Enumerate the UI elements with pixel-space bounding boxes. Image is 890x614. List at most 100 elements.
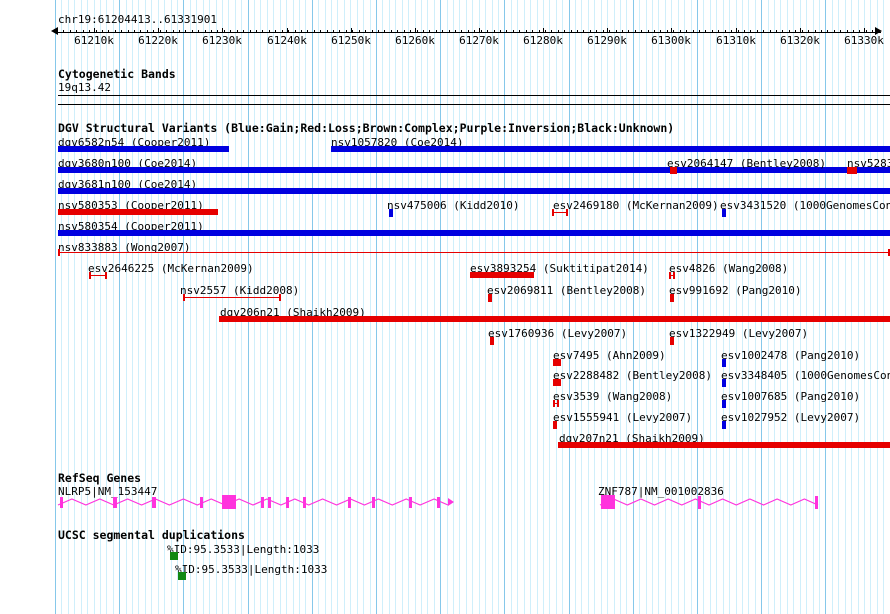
dgv-feature-bar[interactable] <box>331 146 890 152</box>
dgv-feature-label[interactable]: esv3431520 (1000GenomesConso <box>720 199 890 212</box>
dgv-feature-label[interactable]: esv2064147 (Bentley2008) <box>667 157 826 170</box>
refseq-exon[interactable] <box>60 496 63 508</box>
dgv-feature-block[interactable] <box>553 359 561 366</box>
dgv-feature-label[interactable]: dgv6582n54 (Cooper2011) <box>58 136 211 149</box>
dgv-feature-label[interactable]: dgv3680n100 (Coe2014) <box>58 157 198 170</box>
dgv-feature-label[interactable]: esv1322949 (Levy2007) <box>669 327 809 340</box>
ruler-axis <box>57 32 881 33</box>
dgv-feature-span-cap-left <box>669 272 671 279</box>
ruler-tick-label: 61290k <box>587 34 627 47</box>
dgv-feature-label[interactable]: dgv207n21 (Shaikh2009) <box>559 432 705 445</box>
dgv-feature-label[interactable]: esv991692 (Pang2010) <box>669 284 802 297</box>
segdup-block[interactable] <box>178 572 186 580</box>
dgv-feature-label[interactable]: esv1007685 (Pang2010) <box>721 390 861 403</box>
dgv-feature-span-cap-right <box>673 272 675 279</box>
dgv-feature-label[interactable]: esv3348405 (1000GenomesConso <box>721 369 890 382</box>
dgv-feature-bar[interactable] <box>58 188 890 194</box>
dgv-feature-label[interactable]: nsv5283 <box>847 157 890 170</box>
dgv-feature-block[interactable] <box>722 421 726 429</box>
refseq-exon[interactable] <box>437 496 440 508</box>
dgv-feature-label[interactable]: esv2469180 (McKernan2009) <box>553 199 719 212</box>
dgv-feature-label[interactable]: esv1555941 (Levy2007) <box>553 411 693 424</box>
dgv-feature-label[interactable]: dgv206n21 (Shaikh2009) <box>220 306 366 319</box>
refseq-exon[interactable] <box>409 496 412 508</box>
dgv-feature-label[interactable]: nsv580354 (Cooper2011) <box>58 220 204 233</box>
dgv-feature-block[interactable] <box>670 337 674 345</box>
refseq-exon[interactable] <box>152 496 156 508</box>
dgv-feature-block[interactable] <box>389 209 393 217</box>
dgv-feature-block[interactable] <box>722 379 726 387</box>
refseq-exon[interactable] <box>268 496 271 508</box>
dgv-feature-span[interactable] <box>89 275 107 276</box>
track-title-cytoband: Cytogenetic Bands <box>58 67 176 81</box>
refseq-exon[interactable] <box>113 496 117 508</box>
cytoband-separator <box>58 104 890 105</box>
dgv-feature-block[interactable] <box>722 400 726 408</box>
dgv-feature-label[interactable]: esv3539 (Wang2008) <box>553 390 673 403</box>
dgv-feature-span[interactable] <box>552 212 568 213</box>
dgv-feature-label[interactable]: esv3893254 (Suktitipat2014) <box>470 262 649 275</box>
dgv-feature-block[interactable] <box>553 421 557 429</box>
dgv-feature-span-cap-left <box>183 294 185 301</box>
dgv-feature-bar[interactable] <box>58 209 218 215</box>
dgv-feature-label[interactable]: esv1760936 (Levy2007) <box>488 327 628 340</box>
segdup-block[interactable] <box>170 552 178 560</box>
refseq-exon[interactable] <box>601 495 615 509</box>
dgv-feature-block[interactable] <box>670 294 674 302</box>
dgv-feature-span[interactable] <box>669 275 675 276</box>
dgv-feature-bar[interactable] <box>58 167 890 173</box>
dgv-feature-block[interactable] <box>722 209 726 217</box>
dgv-feature-bar[interactable] <box>58 146 229 152</box>
dgv-feature-label[interactable]: esv4826 (Wang2008) <box>669 262 789 275</box>
dgv-feature-label[interactable]: nsv475006 (Kidd2010) <box>387 199 520 212</box>
refseq-exon[interactable] <box>815 495 818 509</box>
dgv-feature-block[interactable] <box>847 167 857 174</box>
dgv-feature-label[interactable]: nsv1057820 (Coe2014) <box>331 136 464 149</box>
dgv-feature-label[interactable]: dgv3681n100 (Coe2014) <box>58 178 198 191</box>
refseq-exon[interactable] <box>222 495 236 509</box>
dgv-feature-label[interactable]: esv2646225 (McKernan2009) <box>88 262 254 275</box>
refseq-exon[interactable] <box>200 496 203 508</box>
dgv-feature-block[interactable] <box>670 167 677 174</box>
dgv-feature-bar[interactable] <box>219 316 890 322</box>
dgv-feature-label[interactable]: nsv2557 (Kidd2008) <box>180 284 300 297</box>
track-title-segdup: UCSC segmental duplications <box>58 528 245 542</box>
dgv-feature-label[interactable]: esv2069811 (Bentley2008) <box>487 284 646 297</box>
refseq-exon[interactable] <box>372 496 375 508</box>
dgv-feature-label[interactable]: nsv580353 (Cooper2011) <box>58 199 204 212</box>
dgv-feature-label[interactable]: esv1027952 (Levy2007) <box>721 411 861 424</box>
dgv-feature-block[interactable] <box>722 359 726 367</box>
refseq-exon[interactable] <box>286 496 289 508</box>
dgv-feature-block[interactable] <box>490 337 494 345</box>
refseq-exon[interactable] <box>261 496 264 508</box>
segdup-label[interactable]: %ID:95.3533|Length:1033 <box>167 543 320 556</box>
refseq-gene-label[interactable]: ZNF787|NM_001002836 <box>598 485 724 498</box>
dgv-feature-label[interactable]: esv1002478 (Pang2010) <box>721 349 861 362</box>
dgv-feature-bar[interactable] <box>470 272 534 278</box>
dgv-feature-bar[interactable] <box>58 230 890 236</box>
dgv-feature-span-cap-right <box>105 272 107 279</box>
dgv-feature-span[interactable] <box>58 252 890 253</box>
refseq-exon[interactable] <box>348 496 351 508</box>
ruler-tick-label: 61320k <box>780 34 820 47</box>
dgv-feature-bar[interactable] <box>558 442 890 448</box>
refseq-gene-label[interactable]: NLRP5|NM_153447 <box>58 485 158 498</box>
dgv-feature-label[interactable]: nsv833883 (Wong2007) <box>58 241 191 254</box>
dgv-feature-span-cap-right <box>888 249 890 256</box>
segdup-label[interactable]: %ID:95.3533|Length:1033 <box>175 563 328 576</box>
cytoband-bar <box>58 95 890 96</box>
locus-label: chr19:61204413..61331901 <box>58 13 217 26</box>
dgv-feature-block[interactable] <box>488 294 492 302</box>
dgv-feature-span[interactable] <box>183 297 281 298</box>
refseq-exon[interactable] <box>698 495 701 509</box>
dgv-feature-label[interactable]: esv7495 (Ahn2009) <box>553 349 666 362</box>
refseq-exon[interactable] <box>303 496 306 508</box>
ruler-tick-label: 61300k <box>651 34 691 47</box>
dgv-feature-label[interactable]: esv2288482 (Bentley2008) <box>553 369 712 382</box>
ruler-tick-label: 61310k <box>716 34 756 47</box>
dgv-feature-block[interactable] <box>553 379 561 386</box>
ruler-tick-label: 61280k <box>523 34 563 47</box>
dgv-feature-span[interactable] <box>553 403 559 404</box>
